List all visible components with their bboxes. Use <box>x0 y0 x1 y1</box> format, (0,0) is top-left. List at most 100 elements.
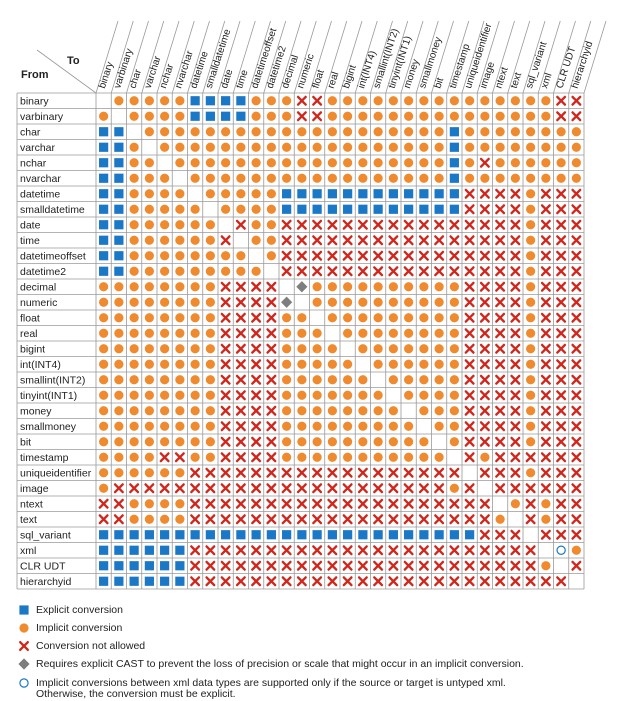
cell-implicit <box>495 142 505 152</box>
cell-implicit <box>373 111 383 121</box>
cell-implicit <box>282 390 292 400</box>
cell-not-allowed <box>220 390 231 401</box>
cell-not-allowed <box>251 436 262 447</box>
cell-implicit <box>236 266 246 276</box>
cell-implicit <box>373 406 383 416</box>
cell-implicit <box>510 173 520 183</box>
cell-not-allowed <box>327 514 338 525</box>
cell-implicit <box>510 96 520 106</box>
cell-not-allowed <box>556 250 567 261</box>
cell-explicit <box>449 189 459 199</box>
cell-implicit <box>556 142 566 152</box>
cell-explicit <box>114 220 124 230</box>
cell-not-allowed <box>281 560 292 571</box>
cell-implicit <box>205 406 215 416</box>
cell-not-allowed <box>540 328 551 339</box>
cell-implicit <box>160 235 170 245</box>
cell-implicit <box>190 406 200 416</box>
cell-explicit <box>221 96 231 106</box>
cell-not-allowed <box>251 467 262 478</box>
cell-not-allowed <box>251 328 262 339</box>
cell-not-allowed <box>449 498 460 509</box>
cell-implicit <box>571 158 581 168</box>
row-header: smallmoney <box>20 421 77 433</box>
cell-implicit <box>282 111 292 121</box>
cell-implicit <box>541 111 551 121</box>
cell-implicit <box>343 158 353 168</box>
cell-implicit <box>129 251 139 261</box>
cell-not-allowed <box>495 297 506 308</box>
cell-implicit <box>465 96 475 106</box>
cell-implicit <box>297 390 307 400</box>
cell-not-allowed <box>357 235 368 246</box>
cell-implicit <box>541 158 551 168</box>
cell-implicit <box>373 297 383 307</box>
cell-implicit <box>160 251 170 261</box>
cell-not-allowed <box>190 483 201 494</box>
cell-not-allowed <box>464 483 475 494</box>
cell-not-allowed <box>571 374 582 385</box>
cell-not-allowed <box>190 560 201 571</box>
cell-implicit <box>175 251 185 261</box>
cell-implicit <box>114 96 124 106</box>
cell-not-allowed <box>556 297 567 308</box>
cell-not-allowed <box>266 545 277 556</box>
cell-not-allowed <box>540 529 551 540</box>
cell-implicit <box>160 514 170 524</box>
cell-not-allowed <box>220 235 231 246</box>
cell-not-allowed <box>495 235 506 246</box>
cell-not-allowed <box>571 204 582 215</box>
cell-implicit <box>175 297 185 307</box>
cell-not-allowed <box>312 219 323 230</box>
cell-implicit <box>343 142 353 152</box>
cell-implicit <box>266 158 276 168</box>
cell-implicit <box>358 452 368 462</box>
cell-implicit <box>404 390 414 400</box>
cell-implicit <box>434 375 444 385</box>
cell-not-allowed <box>556 467 567 478</box>
cell-implicit <box>449 313 459 323</box>
cell-not-allowed <box>571 467 582 478</box>
cell-implicit <box>160 359 170 369</box>
cell-explicit <box>114 251 124 261</box>
cell-not-allowed <box>464 514 475 525</box>
cell-implicit <box>510 142 520 152</box>
cell-not-allowed <box>403 483 414 494</box>
cell-not-allowed <box>510 250 521 261</box>
row-header: sql_variant <box>20 530 71 542</box>
cell-implicit <box>388 437 398 447</box>
cell-explicit <box>282 189 292 199</box>
cell-implicit <box>221 173 231 183</box>
cell-not-allowed <box>495 359 506 370</box>
cell-not-allowed <box>281 576 292 587</box>
cell-explicit <box>221 111 231 121</box>
cell-explicit <box>99 530 109 540</box>
cell-not-allowed <box>266 452 277 463</box>
cell-not-allowed <box>235 343 246 354</box>
cell-implicit <box>236 204 246 214</box>
cell-explicit <box>205 96 215 106</box>
orange-circle-icon <box>19 623 29 633</box>
cell-explicit <box>175 545 185 555</box>
cell-explicit <box>434 189 444 199</box>
cell-implicit <box>251 266 261 276</box>
cell-implicit <box>449 344 459 354</box>
cell-implicit <box>556 158 566 168</box>
cell-not-allowed <box>235 219 246 230</box>
cell-implicit <box>160 96 170 106</box>
row-header: int(INT4) <box>20 359 61 371</box>
cell-not-allowed <box>312 560 323 571</box>
cell-not-allowed <box>479 545 490 556</box>
cell-implicit <box>114 437 124 447</box>
cell-not-allowed <box>418 235 429 246</box>
cell-explicit <box>99 220 109 230</box>
cell-implicit <box>526 266 536 276</box>
cell-not-allowed <box>510 235 521 246</box>
cell-not-allowed <box>266 343 277 354</box>
cell-not-allowed <box>281 266 292 277</box>
cell-implicit <box>160 266 170 276</box>
cell-implicit <box>190 204 200 214</box>
cell-not-allowed <box>357 250 368 261</box>
cell-explicit <box>99 142 109 152</box>
row-header: nchar <box>20 158 47 170</box>
